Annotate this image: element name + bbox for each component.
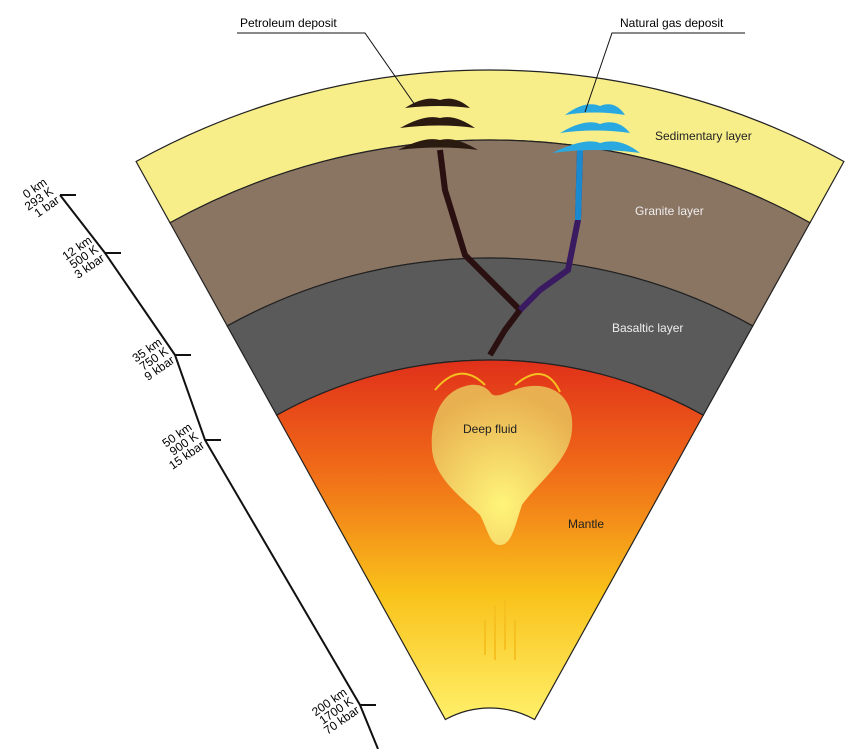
layer-mantle: Mantle xyxy=(568,517,604,531)
label-petroleum: Petroleum deposit xyxy=(240,16,337,30)
gas-pipe-top xyxy=(578,150,580,220)
layer-basaltic: Basaltic layer xyxy=(612,321,683,335)
diagram: Petroleum deposit Natural gas deposit Se… xyxy=(0,0,857,749)
layer-granite: Granite layer xyxy=(635,204,704,218)
layer-sedimentary: Sedimentary layer xyxy=(655,129,752,143)
label-gas: Natural gas deposit xyxy=(620,16,724,30)
layer-fluid: Deep fluid xyxy=(463,422,517,436)
